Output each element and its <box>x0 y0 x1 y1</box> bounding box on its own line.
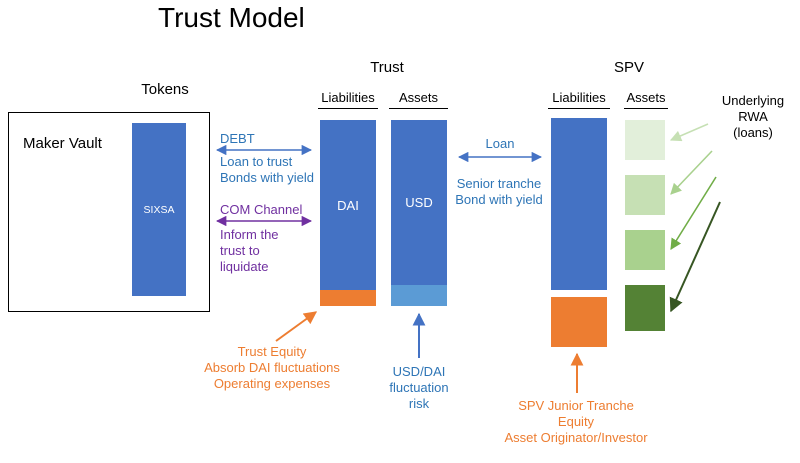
usd-asset-segment: USD <box>391 120 447 285</box>
trust-section-label: Trust <box>370 59 404 76</box>
trust-equity-pointer-arrow <box>275 311 318 342</box>
rwa-arrow-4 <box>669 201 721 313</box>
note-line: (loans) <box>733 125 773 140</box>
note-line: RWA <box>738 109 768 124</box>
debt-note: Loan to trust Bonds with yield <box>220 154 314 186</box>
usd-label: USD <box>405 195 433 210</box>
trust-equity-segment <box>320 290 376 306</box>
note-line: SPV Junior Tranche <box>518 398 634 413</box>
spv-junior-note: SPV Junior Tranche Equity Asset Originat… <box>483 398 669 446</box>
note-line: Bond with yield <box>455 192 543 207</box>
underlying-rwa-note: Underlying RWA (loans) <box>711 93 795 141</box>
rwa-loan-square-1 <box>625 120 665 160</box>
note-line: fluctuation <box>389 380 449 395</box>
note-line: Equity <box>557 414 595 429</box>
rwa-arrow-3 <box>670 176 717 250</box>
maker-vault-box: Maker Vault SIXSA <box>8 112 210 312</box>
spv-liabilities-header: Liabilities <box>548 90 610 109</box>
note-line: trust to <box>220 243 260 258</box>
trust-equity-note: Trust Equity Absorb DAI fluctuations Ope… <box>190 344 354 392</box>
note-line: USD/DAI <box>392 364 446 379</box>
note-line: Underlying <box>721 93 785 108</box>
debt-title: DEBT <box>220 131 255 146</box>
rwa-arrow-1 <box>669 123 709 142</box>
sixsa-token-label: SIXSA <box>143 203 175 216</box>
trust-usd-bar: USD <box>391 120 447 306</box>
trust-dai-bar: DAI <box>320 120 376 306</box>
note-line: Inform the <box>220 227 279 242</box>
dai-liability-segment: DAI <box>320 120 376 290</box>
maker-vault-label: Maker Vault <box>23 135 102 152</box>
sixsa-token-bar: SIXSA <box>132 123 186 296</box>
rwa-loan-square-2 <box>625 175 665 215</box>
spv-senior-tranche-bar <box>551 118 607 290</box>
note-line: Bonds with yield <box>220 170 314 185</box>
note-line: risk <box>408 396 430 411</box>
usd-dai-note: USD/DAI fluctuation risk <box>379 364 459 412</box>
trust-liabilities-header: Liabilities <box>318 90 378 109</box>
sixsa-token-segment: SIXSA <box>132 123 186 296</box>
dai-label: DAI <box>337 197 359 213</box>
note-line: Operating expenses <box>213 376 331 391</box>
note-line: Trust Equity <box>237 344 307 359</box>
spv-section-label: SPV <box>613 59 644 76</box>
note-line: Loan to trust <box>220 154 293 169</box>
loan-note: Senior tranche Bond with yield <box>443 176 555 208</box>
spv-junior-tranche-square <box>551 297 607 347</box>
page-title: Trust Model <box>158 2 305 33</box>
tokens-section-label: Tokens <box>141 81 189 98</box>
note-line: Asset Originator/Investor <box>504 430 648 445</box>
trust-assets-header: Assets <box>389 90 448 109</box>
spv-assets-header: Assets <box>624 90 668 109</box>
rwa-loan-square-3 <box>625 230 665 270</box>
com-channel-title: COM Channel <box>220 202 303 217</box>
note-line: Senior tranche <box>456 176 542 191</box>
loan-title: Loan <box>485 136 515 151</box>
com-channel-note: Inform the trust to liquidate <box>220 227 279 275</box>
usd-dai-fluctuation-segment <box>391 285 447 306</box>
note-line: Absorb DAI fluctuations <box>204 360 340 375</box>
rwa-loan-square-4 <box>625 285 665 331</box>
note-line: liquidate <box>220 259 269 274</box>
rwa-arrow-2 <box>670 150 713 195</box>
